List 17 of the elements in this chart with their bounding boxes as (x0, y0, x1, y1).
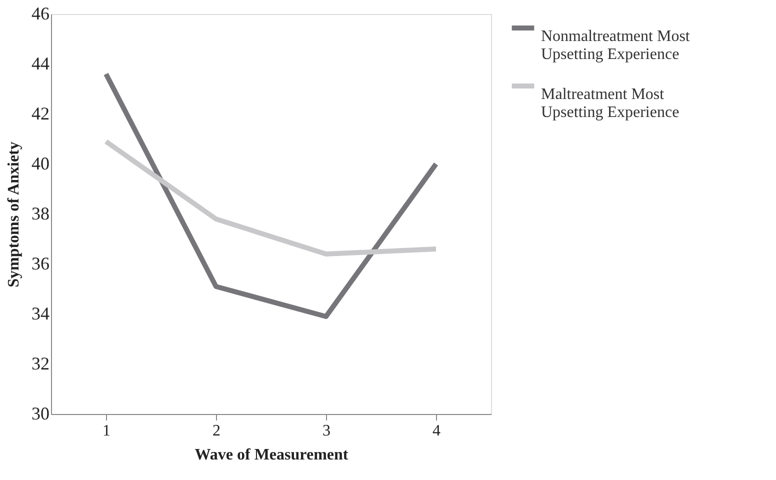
y-tick-label: 46 (32, 4, 50, 24)
y-tick-label: 40 (32, 154, 50, 174)
y-tick-label: 34 (32, 304, 50, 324)
y-tick-label: 38 (32, 204, 50, 224)
y-axis-title: Symptoms of Anxiety (6, 142, 22, 288)
y-tick-label: 42 (32, 104, 50, 124)
x-tick-label: 3 (322, 422, 330, 440)
y-tick-label: 36 (32, 254, 50, 274)
legend-label: Nonmaltreatment Most Upsetting Experience (541, 28, 690, 63)
x-tick-label: 2 (212, 422, 220, 440)
x-axis-title: Wave of Measurement (194, 446, 349, 464)
y-tick-label: 32 (32, 354, 50, 374)
x-tick-label: 1 (102, 422, 110, 440)
legend-label: Maltreatment Most Upsetting Experience (541, 86, 680, 121)
y-tick-label: 30 (32, 404, 50, 424)
y-tick-label: 44 (32, 54, 50, 74)
x-tick-label: 4 (432, 422, 440, 440)
